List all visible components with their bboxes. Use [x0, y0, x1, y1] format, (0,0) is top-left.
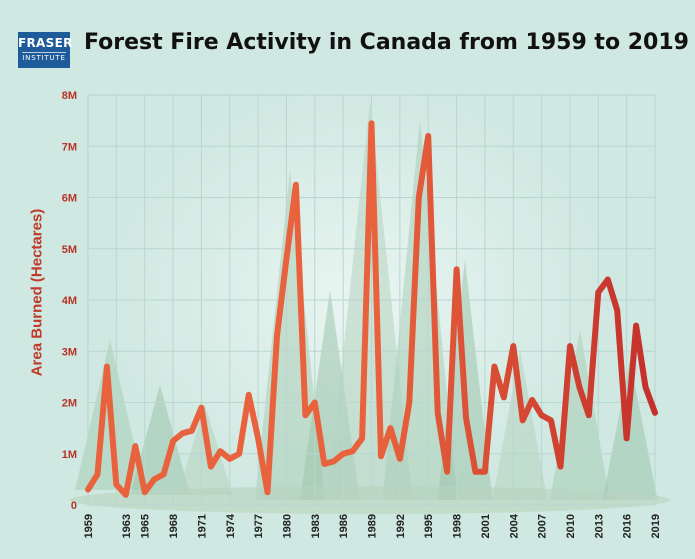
x-tick-label: 1977: [253, 514, 265, 538]
x-tick-label: 1995: [423, 514, 435, 538]
x-tick-label: 1992: [395, 514, 407, 538]
y-tick-label: 0: [71, 500, 77, 512]
x-tick-label: 2001: [480, 514, 492, 538]
y-tick-label: 2M: [62, 398, 77, 410]
chart-title: Forest Fire Activity in Canada from 1959…: [84, 30, 689, 55]
tree-illustration: [177, 405, 233, 495]
y-tick-label: 1M: [62, 449, 77, 461]
x-tick-label: 1980: [281, 514, 293, 538]
x-tick-label: 2016: [622, 514, 634, 538]
fraser-institute-logo: FRASER INSTITUTE: [18, 32, 73, 68]
y-tick-label: 6M: [62, 193, 77, 205]
y-tick-label: 3M: [62, 346, 77, 358]
x-tick-label: 1989: [367, 514, 379, 538]
logo-line-1: FRASER: [18, 36, 73, 50]
series-line: [85, 120, 658, 498]
x-axis: 1959 1963 1965 1968 1971 1974 1977 1980 1983 1986…: [83, 513, 662, 538]
x-tick-label: 2007: [537, 514, 549, 538]
tree-illustration: [550, 330, 610, 500]
y-tick-label: 4M: [62, 295, 77, 307]
x-tick-label: 1971: [196, 514, 208, 538]
x-tick-label: 1963: [121, 514, 133, 538]
tree-illustration: [492, 350, 548, 500]
x-tick-label: 2004: [508, 513, 520, 538]
x-tick-label: 2019: [650, 514, 662, 538]
x-tick-label: 1986: [338, 514, 350, 538]
ground-illustration: [70, 486, 670, 514]
x-tick-label: 1959: [83, 514, 95, 538]
x-tick-label: 1983: [310, 514, 322, 538]
y-axis: 0 1M 2M 3M 4M 5M 6M 7M 8M: [62, 90, 77, 512]
x-tick-label: 1965: [140, 514, 152, 538]
x-tick-label: 2013: [593, 514, 605, 538]
y-tick-label: 8M: [62, 90, 77, 102]
series-layer: [85, 120, 658, 498]
y-tick-label: 5M: [62, 244, 77, 256]
x-tick-label: 1968: [168, 514, 180, 538]
y-tick-label: 7M: [62, 141, 77, 153]
x-tick-label: 1974: [225, 513, 237, 538]
x-tick-label: 1998: [452, 514, 464, 538]
x-tick-label: 2010: [565, 514, 577, 538]
logo-line-2: INSTITUTE: [22, 52, 66, 62]
